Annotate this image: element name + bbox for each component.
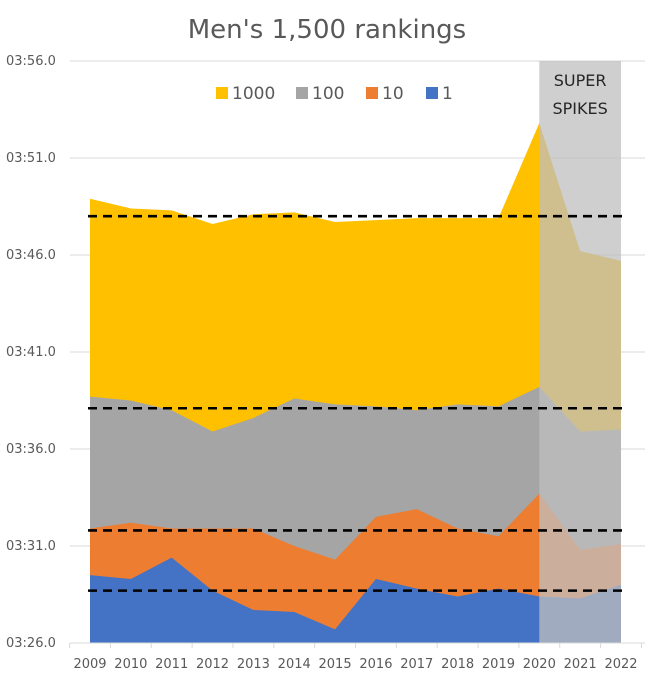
x-tick-label: 2020 [523,657,556,672]
x-tick-label: 2010 [114,657,147,672]
x-tick-label: 2021 [564,657,597,672]
x-tick-label: 2015 [319,657,352,672]
x-axis: 2009 2010 2011 2012 2013 2014 2015 2016 2017 2018… [69,642,645,672]
legend-swatch-100 [296,87,308,99]
x-tick-label: 2018 [441,657,474,672]
legend-label-100: 100 [312,84,344,104]
legend-swatch-1000 [216,87,228,99]
super-spikes-rect [539,61,621,643]
legend-swatch-1 [426,87,438,99]
legend-swatch-10 [366,87,378,99]
x-tick-label: 2017 [400,657,433,672]
super-spikes-label: SUPER [554,71,607,90]
super-spikes-label: SPIKES [553,99,608,118]
y-tick-label: 03:51.0 [6,151,56,166]
y-tick-label: 03:46.0 [6,248,56,263]
y-tick-label: 03:56.0 [6,54,56,69]
x-tick-label: 2012 [196,657,229,672]
y-tick-label: 03:26.0 [6,636,56,651]
x-tick-label: 2022 [604,657,637,672]
x-tick-label: 2016 [359,657,392,672]
legend-label-1: 1 [442,84,453,104]
area-series [90,123,621,643]
x-tick-label: 2013 [237,657,270,672]
super-spikes-band: SUPER SPIKES [539,61,621,643]
x-tick-label: 2014 [278,657,311,672]
y-tick-label: 03:41.0 [6,345,56,360]
legend-label-10: 10 [382,84,404,104]
chart-title: Men's 1,500 rankings [188,15,466,45]
x-tick-label: 2009 [73,657,106,672]
y-tick-label: 03:31.0 [6,539,56,554]
y-axis-ticks: 03:56.0 03:51.0 03:46.0 03:41.0 03:36.0 03:31… [6,54,56,651]
legend-label-1000: 1000 [232,84,275,104]
y-tick-label: 03:36.0 [6,442,56,457]
x-tick-label: 2019 [482,657,515,672]
x-tick-label: 2011 [155,657,188,672]
area-1 [90,557,621,643]
legend: 1000 100 10 1 [216,84,453,104]
